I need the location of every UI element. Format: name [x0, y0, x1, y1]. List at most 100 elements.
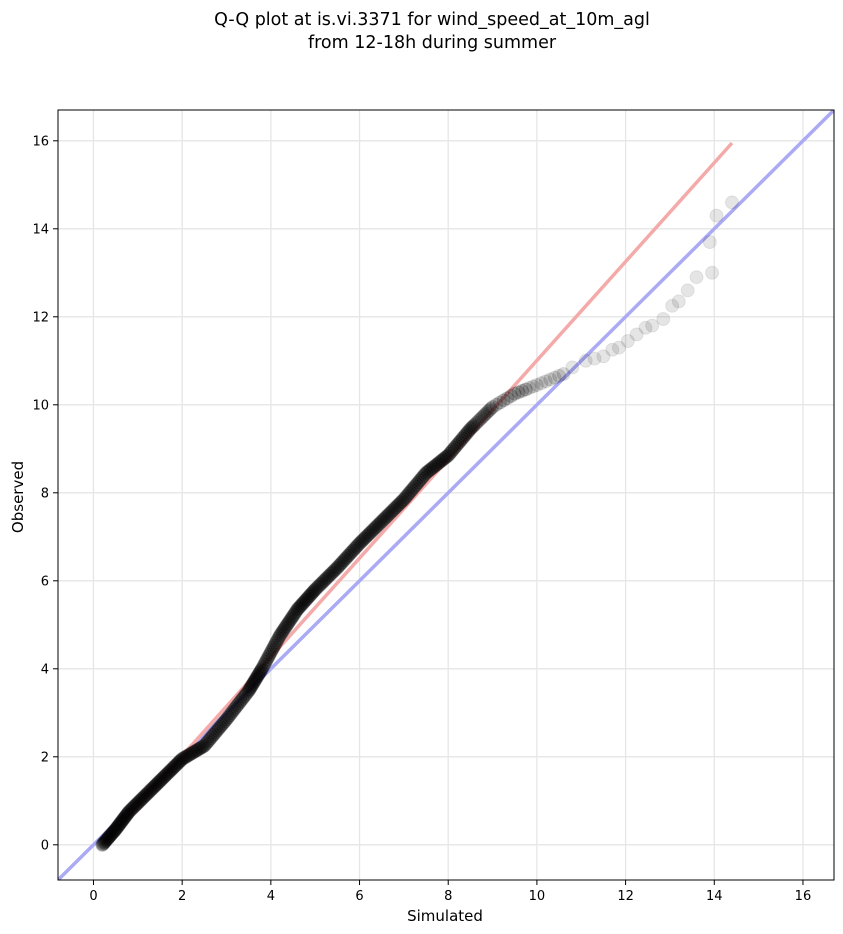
fit-line [101, 141, 734, 846]
quantile-point [325, 565, 340, 580]
quantile-point [377, 511, 392, 526]
quantile-point [210, 723, 225, 738]
quantile-point [192, 741, 207, 756]
quantile-point [379, 509, 394, 524]
quantile-point [457, 429, 472, 444]
quantile-point [146, 780, 161, 795]
quantile-point [161, 765, 176, 780]
quantile-point [320, 570, 335, 585]
quantile-point [232, 696, 247, 711]
quantile-point [309, 581, 324, 596]
quantile-point [322, 568, 337, 583]
quantile-point [400, 488, 415, 503]
tail-point [656, 312, 671, 326]
quantile-point [358, 530, 373, 545]
quantile-point [438, 450, 453, 465]
quantile-point [252, 666, 267, 681]
quantile-point [233, 694, 248, 709]
quantile-point [158, 768, 173, 783]
quantile-point [526, 379, 541, 394]
quantile-point [355, 533, 370, 548]
quantile-point [105, 825, 120, 840]
quantile-point [221, 710, 236, 725]
quantile-point [142, 784, 157, 799]
tail-point [605, 342, 620, 357]
reference-lines [58, 110, 834, 880]
quantile-points [95, 195, 740, 852]
quantile-point [137, 789, 152, 804]
quantile-point [423, 462, 438, 477]
quantile-point [133, 793, 148, 808]
quantile-point [354, 534, 369, 549]
quantile-point [452, 435, 467, 450]
quantile-point [349, 539, 364, 554]
tail-point [689, 270, 704, 285]
tail-point [671, 294, 686, 309]
quantile-point [436, 452, 451, 467]
quantile-point [286, 608, 301, 623]
quantile-point [422, 463, 437, 478]
quantile-point [395, 493, 410, 508]
quantile-point [301, 589, 316, 604]
quantile-point [404, 482, 419, 497]
quantile-point [132, 794, 147, 809]
quantile-point [280, 617, 295, 632]
quantile-point [543, 372, 558, 387]
quantile-point [217, 714, 232, 729]
tail-point [680, 283, 695, 298]
quantile-point [179, 749, 194, 764]
quantile-point [276, 623, 291, 638]
quantile-point [265, 642, 280, 657]
quantile-point [474, 411, 489, 425]
quantile-point [246, 675, 261, 690]
quantile-point [534, 376, 549, 391]
quantile-point [190, 742, 205, 757]
quantile-point [242, 682, 257, 697]
quantile-point [203, 731, 218, 746]
quantile-point [248, 672, 263, 687]
quantile-point [385, 503, 400, 518]
quantile-point [152, 774, 167, 789]
quantile-point [250, 669, 265, 684]
quantile-point [194, 740, 209, 755]
quantile-point [275, 625, 290, 640]
quantile-point [243, 680, 258, 695]
quantile-point [445, 442, 460, 457]
quantile-point [382, 506, 397, 521]
quantile-point [388, 500, 403, 515]
quantile-point [124, 802, 139, 817]
quantile-point [125, 801, 140, 816]
quantile-point [412, 473, 427, 488]
quantile-point [411, 475, 426, 490]
quantile-point [483, 401, 498, 416]
quantile-point [154, 772, 169, 787]
quantile-point [168, 758, 183, 773]
chart-title-line-1: Q-Q plot at is.vi.3371 for wind_speed_at… [214, 10, 650, 30]
quantile-point [205, 729, 220, 744]
quantile-point [229, 700, 244, 715]
quantile-point [469, 415, 484, 430]
quantile-point [287, 606, 302, 621]
quantile-point [401, 486, 416, 501]
quantile-point [144, 782, 159, 797]
plot-frame [57, 109, 835, 881]
quantile-point [277, 621, 292, 636]
quantile-point [347, 541, 362, 556]
x-tick-label: 6 [355, 889, 363, 904]
chart-title-line-2: from 12-18h during summer [308, 33, 557, 53]
quantile-point [99, 833, 114, 848]
quantile-point [369, 519, 384, 534]
quantile-point [515, 383, 530, 398]
quantile-point [249, 671, 264, 686]
quantile-point [166, 760, 181, 775]
quantile-point [415, 469, 430, 484]
quantile-point [149, 777, 164, 792]
quantile-point [197, 738, 212, 753]
quantile-point [186, 745, 201, 760]
quantile-point [236, 689, 251, 704]
x-tick-label: 14 [706, 889, 723, 904]
tail-point [638, 320, 653, 335]
quantile-point [296, 595, 311, 610]
quantile-point [241, 683, 256, 698]
quantile-point [263, 645, 278, 660]
